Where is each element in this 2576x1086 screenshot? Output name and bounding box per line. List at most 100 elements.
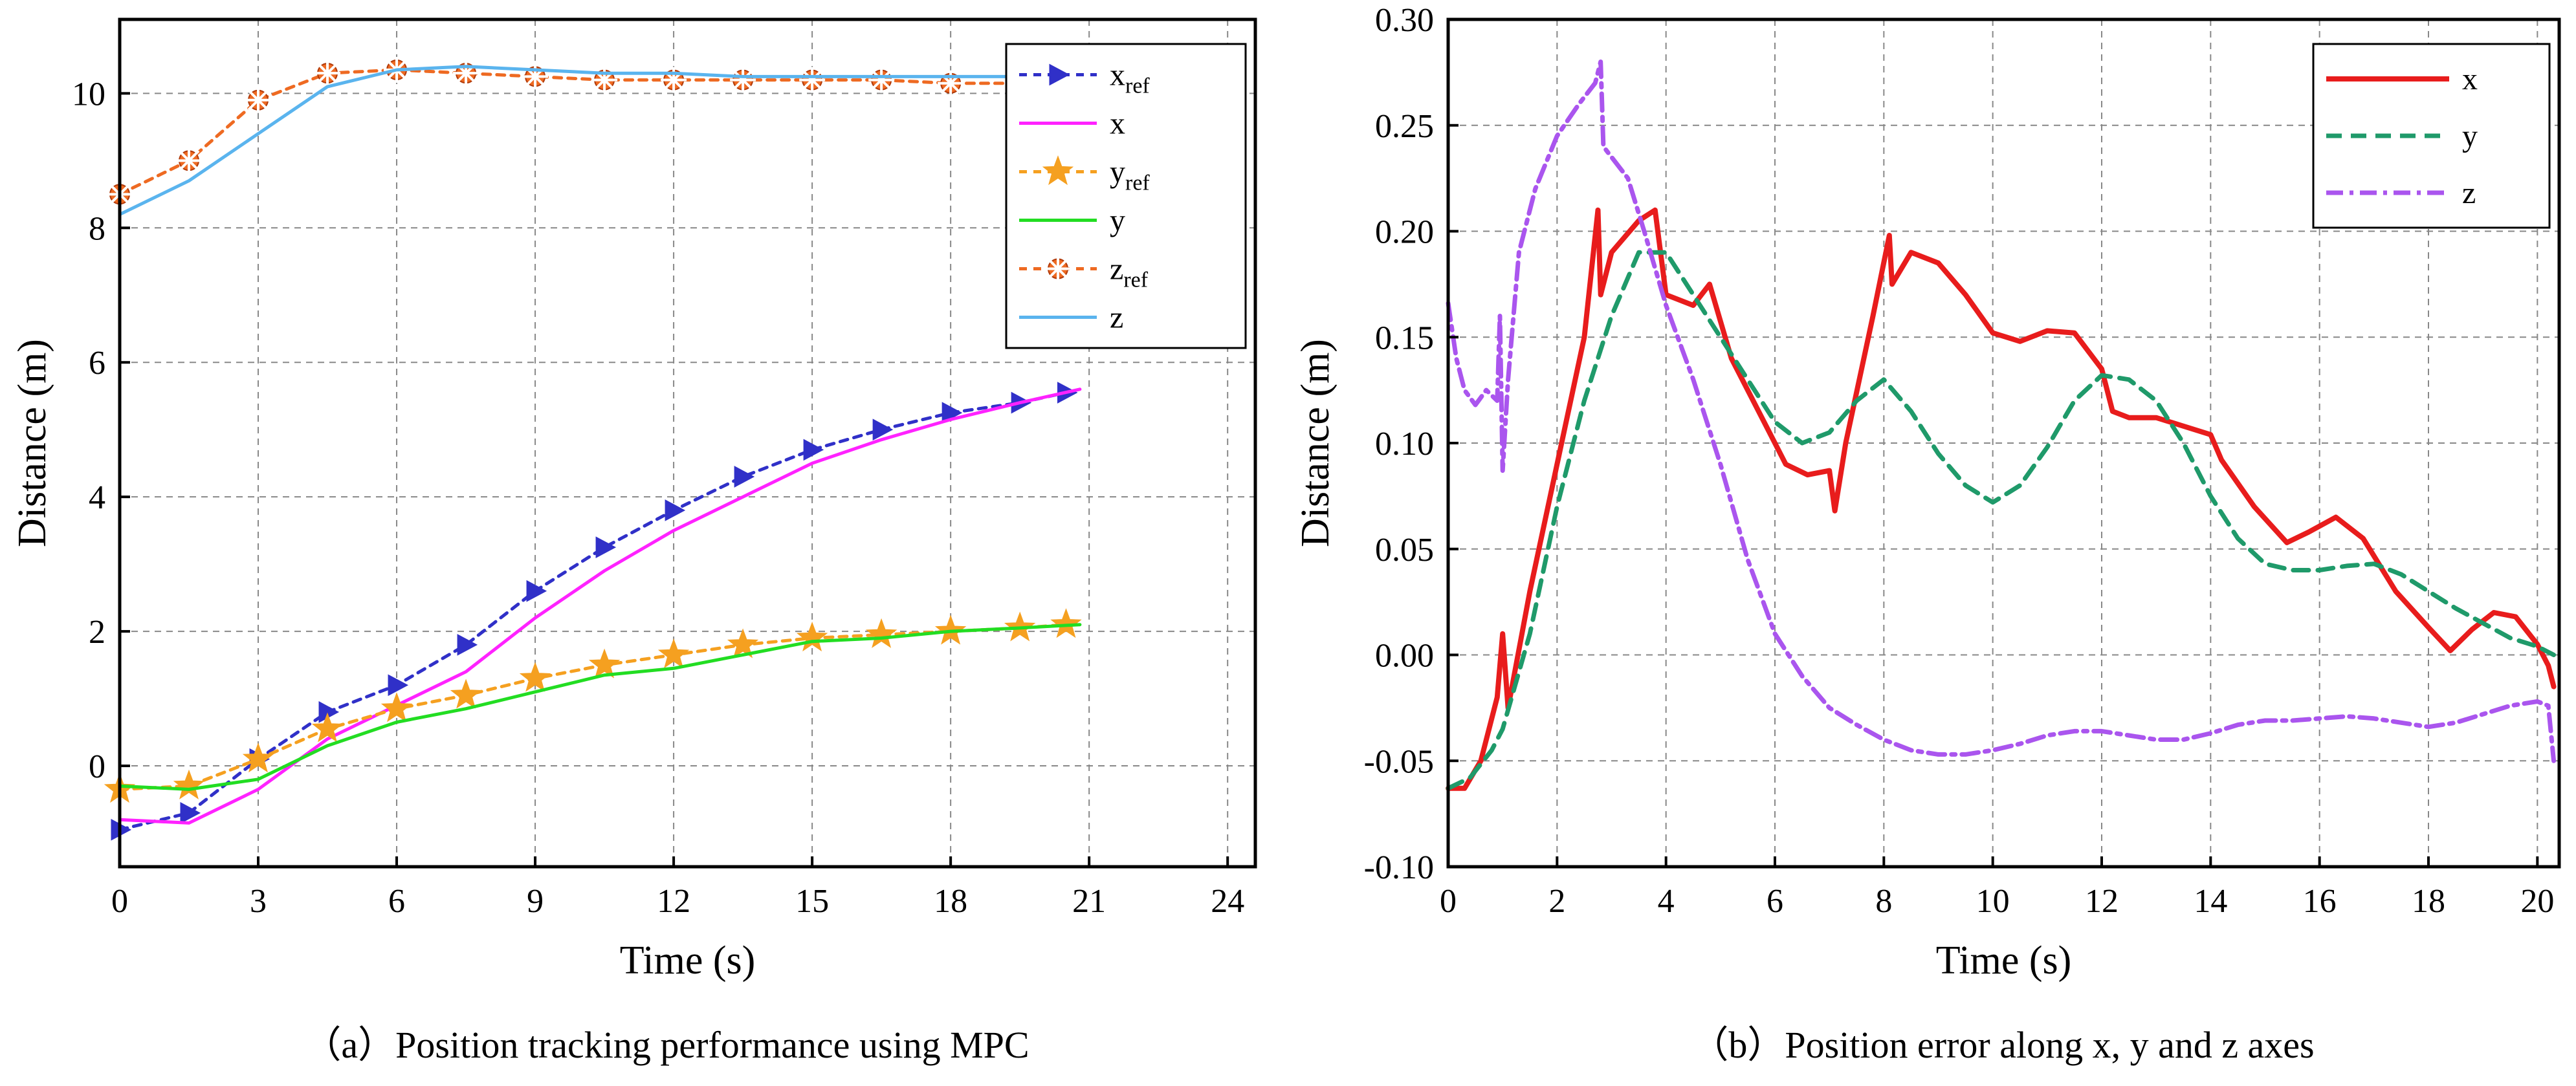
series-line-y [118, 623, 1082, 791]
legend-label: z [2462, 176, 2476, 210]
data-point [173, 769, 205, 799]
x-tick-label: 6 [388, 883, 405, 920]
legend-label: y [1110, 204, 1125, 238]
x-tick-label: 9 [527, 883, 544, 920]
data-point [661, 67, 687, 93]
series-line-x [118, 387, 1082, 825]
x-tick-label: 12 [657, 883, 690, 920]
data-point [388, 674, 409, 697]
x-tick-label: 16 [2303, 883, 2337, 920]
caption-b: （b）Position error along x, y and z axes [1691, 1024, 2314, 1066]
series-group [1446, 60, 2557, 791]
x-tick-label: 12 [2085, 883, 2119, 920]
y-tick-label: -0.10 [1364, 849, 1434, 886]
x-tick-label: 0 [1440, 883, 1457, 920]
x-tick-label: 14 [2194, 883, 2227, 920]
y-tick-label: 8 [89, 210, 105, 247]
y-axis-title: Distance (m) [1294, 339, 1338, 547]
data-point [1050, 608, 1082, 638]
data-point [519, 662, 551, 692]
x-tick-label: 8 [1875, 883, 1892, 920]
legend-label: x [2462, 62, 2478, 96]
legend-subscript: ref [1123, 268, 1148, 292]
x-axis-title: Time (s) [1936, 939, 2072, 983]
y-tick-label: 0.05 [1375, 532, 1434, 569]
data-point [380, 692, 413, 722]
legend-marker [1042, 155, 1074, 186]
y-axis-title: Distance (m) [10, 339, 54, 547]
y-tick-label: -0.05 [1364, 743, 1434, 780]
data-point [799, 67, 826, 93]
data-point [657, 638, 690, 669]
data-point [595, 536, 617, 558]
data-point [868, 67, 895, 93]
y-tick-label: 0.15 [1375, 320, 1434, 356]
x-tick-label: 18 [934, 883, 967, 920]
x-tick-label: 21 [1072, 883, 1106, 920]
legend: xyz [2312, 43, 2551, 229]
data-point [730, 67, 756, 93]
y-tick-label: 0.20 [1375, 214, 1434, 251]
series-line-z [118, 65, 1082, 216]
x-tick-label: 4 [1658, 883, 1675, 920]
data-point [180, 801, 201, 824]
x-axis-title: Time (s) [620, 939, 756, 983]
data-point [865, 618, 897, 648]
data-point [526, 580, 547, 602]
legend-label: y [2462, 119, 2478, 153]
y-tick-label: 0.10 [1375, 426, 1434, 462]
x-tick-label: 0 [111, 883, 128, 920]
data-point [453, 60, 479, 87]
x-tick-label: 10 [1976, 883, 2010, 920]
data-point [938, 70, 964, 96]
x-tick-label: 6 [1767, 883, 1783, 920]
data-point [522, 63, 549, 90]
data-point [796, 622, 828, 652]
data-point [727, 628, 759, 658]
series-line-x-ref [118, 391, 1068, 832]
plot-frame [118, 17, 1257, 869]
x-tick-label: 18 [2412, 883, 2445, 920]
chart-b: 0 2 4 6 8 10 12 14 16 18 20 -0.10 -0.05 0.00 0.05 0.10 0… [1294, 2, 2561, 983]
series-group [104, 56, 1082, 841]
y-tick-label: 0 [89, 748, 105, 785]
legend-subscript: ref [1125, 171, 1150, 195]
data-point [242, 743, 274, 773]
series-line-x [1446, 207, 2557, 791]
y-tick-label: 0.00 [1375, 638, 1434, 675]
data-point [457, 634, 478, 656]
data-point [314, 60, 341, 87]
y-tick-label: 2 [89, 614, 105, 651]
series-line-z [1446, 60, 2557, 763]
data-point [245, 87, 272, 113]
data-point [311, 712, 344, 743]
x-tick-label: 2 [1548, 883, 1565, 920]
data-point [591, 67, 618, 93]
data-point [176, 147, 203, 174]
legend-marker [1045, 255, 1071, 282]
x-tick-label: 3 [250, 883, 267, 920]
legend-box [1005, 43, 1247, 349]
caption-a: （a）Position tracking performance using M… [303, 1024, 1029, 1066]
legend-marker [1049, 63, 1070, 86]
y-tick-label: 10 [72, 76, 105, 113]
x-tick-label: 24 [1211, 883, 1244, 920]
y-tick-label: 4 [89, 479, 105, 516]
data-point [665, 499, 686, 521]
series-line-y [1446, 250, 2557, 791]
x-tick-label: 15 [795, 883, 829, 920]
data-point [588, 648, 621, 679]
data-point [872, 418, 894, 441]
x-tick-label: 20 [2520, 883, 2554, 920]
data-point [803, 439, 824, 461]
data-point [450, 679, 482, 709]
data-point [734, 466, 755, 488]
legend-label: x [1110, 107, 1125, 141]
y-tick-label: 0.25 [1375, 108, 1434, 145]
legend-label: z [1110, 301, 1123, 335]
y-tick-label: 6 [89, 345, 105, 382]
y-tick-label: 0.30 [1375, 2, 1434, 39]
